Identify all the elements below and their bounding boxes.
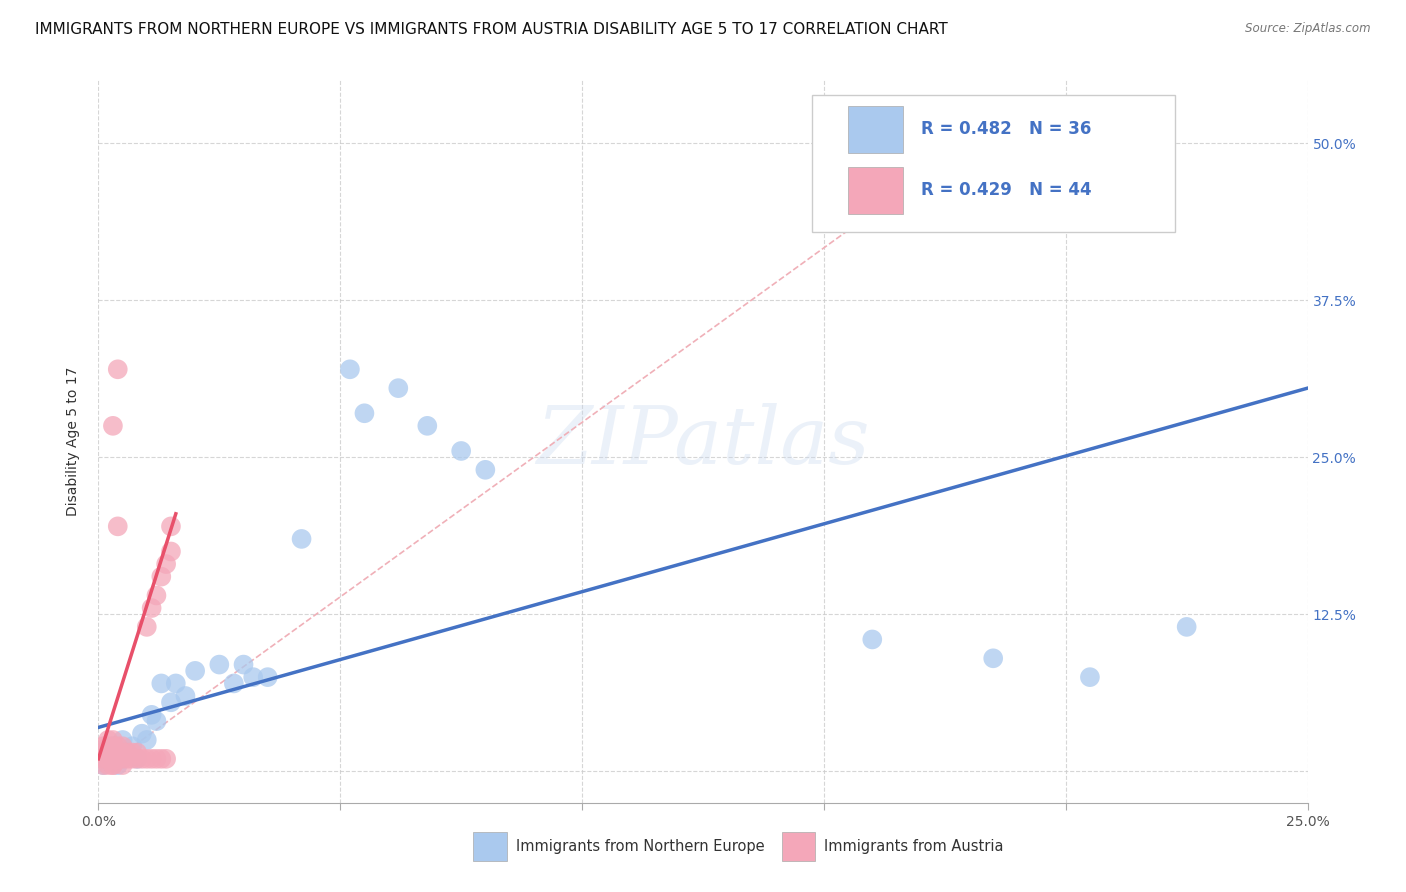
Point: [165, 676, 187, 690]
Text: ZIPatlas: ZIPatlas: [536, 403, 870, 480]
Point: [111, 752, 134, 766]
Point: [339, 362, 361, 376]
Point: [101, 739, 124, 754]
Point: [160, 695, 183, 709]
Point: [111, 733, 134, 747]
Point: [981, 651, 1004, 665]
Point: [121, 746, 143, 760]
Point: [256, 670, 278, 684]
Point: [222, 676, 245, 690]
Point: [101, 758, 124, 772]
Point: [1078, 670, 1101, 684]
Text: Source: ZipAtlas.com: Source: ZipAtlas.com: [1246, 22, 1371, 36]
Point: [101, 739, 124, 754]
Bar: [848, 167, 903, 214]
Point: [387, 381, 409, 395]
Point: [416, 418, 439, 433]
Point: [242, 670, 264, 684]
Point: [117, 746, 139, 760]
Point: [97, 755, 120, 769]
Point: [141, 601, 163, 615]
Point: [117, 746, 139, 760]
Point: [111, 746, 134, 760]
Point: [111, 758, 134, 772]
Point: [91, 746, 114, 760]
Bar: [848, 105, 903, 153]
Point: [150, 752, 173, 766]
Point: [121, 739, 143, 754]
Point: [111, 739, 134, 754]
Point: [131, 752, 153, 766]
Point: [155, 752, 177, 766]
Point: [97, 733, 120, 747]
Point: [127, 752, 149, 766]
Bar: [474, 831, 508, 861]
Point: [290, 532, 312, 546]
Point: [145, 714, 167, 728]
Point: [474, 463, 496, 477]
Point: [155, 557, 177, 571]
Point: [97, 739, 120, 754]
Point: [121, 752, 143, 766]
Point: [111, 752, 134, 766]
Point: [107, 746, 129, 760]
Point: [91, 758, 114, 772]
Bar: [782, 831, 815, 861]
Point: [127, 746, 149, 760]
Point: [97, 752, 120, 766]
Point: [135, 620, 157, 634]
Point: [91, 739, 114, 754]
Point: [145, 752, 167, 766]
Point: [101, 752, 124, 766]
Point: [101, 758, 124, 772]
Point: [101, 752, 124, 766]
Point: [174, 689, 197, 703]
Point: [97, 746, 120, 760]
Point: [232, 657, 254, 672]
Point: [107, 362, 129, 376]
Point: [107, 519, 129, 533]
Point: [353, 406, 375, 420]
FancyBboxPatch shape: [811, 95, 1174, 232]
Point: [107, 758, 129, 772]
Point: [127, 752, 149, 766]
Point: [101, 733, 124, 747]
Point: [97, 758, 120, 772]
Point: [450, 444, 472, 458]
Point: [91, 758, 114, 772]
Point: [150, 676, 173, 690]
Point: [141, 707, 163, 722]
Point: [150, 569, 173, 583]
Point: [145, 589, 167, 603]
Point: [135, 752, 157, 766]
Point: [184, 664, 207, 678]
Point: [91, 752, 114, 766]
Point: [107, 752, 129, 766]
Point: [208, 657, 231, 672]
Text: Immigrants from Austria: Immigrants from Austria: [824, 838, 1004, 854]
Point: [1175, 620, 1198, 634]
Point: [160, 544, 183, 558]
Point: [101, 418, 124, 433]
Text: IMMIGRANTS FROM NORTHERN EUROPE VS IMMIGRANTS FROM AUSTRIA DISABILITY AGE 5 TO 1: IMMIGRANTS FROM NORTHERN EUROPE VS IMMIG…: [35, 22, 948, 37]
Text: R = 0.429   N = 44: R = 0.429 N = 44: [921, 181, 1091, 200]
Point: [860, 632, 883, 647]
Point: [117, 752, 139, 766]
Point: [131, 727, 153, 741]
Point: [141, 752, 163, 766]
Y-axis label: Disability Age 5 to 17: Disability Age 5 to 17: [66, 367, 80, 516]
Point: [107, 739, 129, 754]
Text: R = 0.482   N = 36: R = 0.482 N = 36: [921, 120, 1091, 138]
Point: [97, 746, 120, 760]
Text: Immigrants from Northern Europe: Immigrants from Northern Europe: [516, 838, 765, 854]
Point: [160, 519, 183, 533]
Point: [101, 746, 124, 760]
Point: [135, 733, 157, 747]
